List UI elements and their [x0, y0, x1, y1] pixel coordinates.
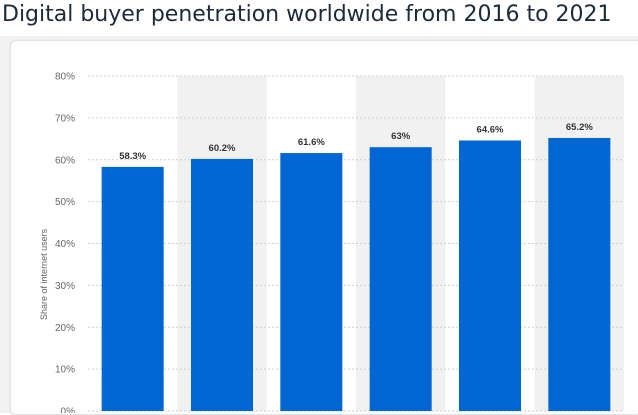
data-label: 60.2%: [209, 143, 236, 154]
y-tick-label: 0%: [61, 407, 76, 414]
data-label: 65.2%: [566, 122, 593, 133]
y-tick-label: 50%: [55, 197, 75, 208]
bars: [101, 137, 611, 412]
bar-2017[interactable]: [191, 158, 253, 411]
y-tick-label: 70%: [55, 113, 75, 124]
y-tick-label: 60%: [55, 155, 75, 166]
data-labels: 58.3% 60.2% 61.6% 63% 64.6% 65.2%: [119, 122, 593, 162]
data-label: 63%: [391, 131, 411, 142]
y-tick-label: 10%: [55, 365, 75, 376]
grid-lines: [88, 75, 624, 412]
data-label: 61.6%: [298, 137, 325, 148]
y-tick-label: 30%: [55, 281, 75, 292]
bar-2018[interactable]: [280, 153, 343, 412]
bar-2021[interactable]: [548, 137, 611, 411]
bar-2019[interactable]: [369, 147, 432, 411]
y-axis-ticks: 0% 10% 20% 30% 40% 50% 60% 70% 80%: [55, 72, 75, 414]
data-label: 64.6%: [477, 124, 504, 135]
data-label: 58.3%: [119, 151, 146, 162]
y-axis-label: Share of internet users: [39, 228, 49, 320]
y-tick-label: 40%: [55, 239, 75, 250]
page-title: Digital buyer penetration worldwide from…: [2, 2, 612, 27]
bar-2020[interactable]: [459, 140, 521, 412]
y-tick-label: 80%: [55, 72, 75, 83]
y-tick-label: 20%: [55, 323, 75, 334]
bar-2016[interactable]: [101, 166, 164, 411]
